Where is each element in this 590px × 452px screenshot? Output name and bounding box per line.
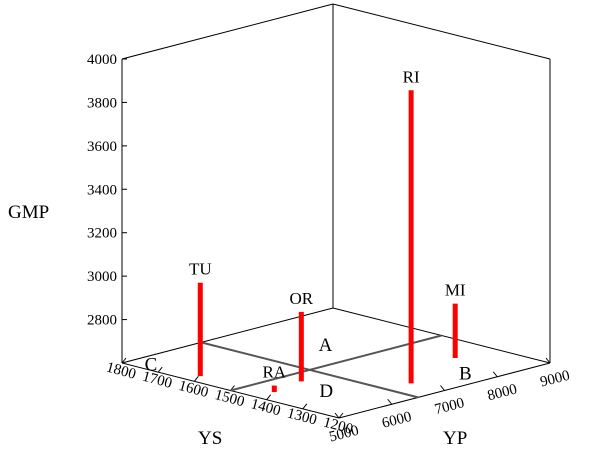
z-tick-label: 3800 [87,95,117,111]
y-tick-label: 1400 [249,396,282,419]
y-tick-label: 1200 [321,415,354,438]
y-tick-mark [302,403,308,410]
point-label: TU [189,260,212,279]
x-tick-mark [545,357,551,364]
x-tick-mark [334,412,340,419]
y-tick-label: 1800 [104,360,137,383]
x-tick-mark [440,385,445,391]
x-tick-label: 8000 [486,381,519,404]
x-axis-title: YP [443,428,467,447]
y-tick-label: 1300 [285,405,318,428]
z-tick-label: 3400 [87,182,117,198]
y-axis-title: YS [198,428,222,447]
z-tick-label: 2800 [87,313,117,329]
x-tick-label: 9000 [539,368,572,391]
y-tick-mark [338,412,344,419]
reference-line [200,341,419,399]
z-tick-label: 3200 [87,226,117,242]
floor-edge-back-left [121,307,334,364]
x-tick-mark [387,398,393,405]
z-tick-label: 3000 [87,269,117,285]
y-tick-mark [193,376,199,382]
quadrant-label: C [145,354,158,375]
x-tick-mark [492,371,498,378]
point-label: OR [290,289,314,308]
top-edge-left [121,3,334,60]
top-edge-right [332,3,551,60]
reference-line [230,334,442,392]
point-label: RA [262,363,286,382]
y-tick-label: 1700 [141,369,174,392]
z-tick-label: 4000 [87,52,117,68]
y-tick-label: 1500 [213,387,246,410]
y-tick-mark [157,366,163,373]
quadrant-label: D [319,381,333,402]
z-axis-title: GMP [8,202,49,223]
quadrant-label: A [319,335,333,356]
x-tick-label: 6000 [380,409,413,432]
y-tick-label: 1600 [177,378,210,401]
z-tick-label: 3600 [87,139,117,155]
y-tick-mark [266,394,272,400]
x-tick-label: 5000 [328,423,361,446]
point-label: RI [403,67,420,86]
quadrant-label: B [459,364,472,385]
point-label: MI [445,281,466,300]
x-tick-label: 7000 [433,395,466,418]
y-tick-mark [121,357,127,364]
